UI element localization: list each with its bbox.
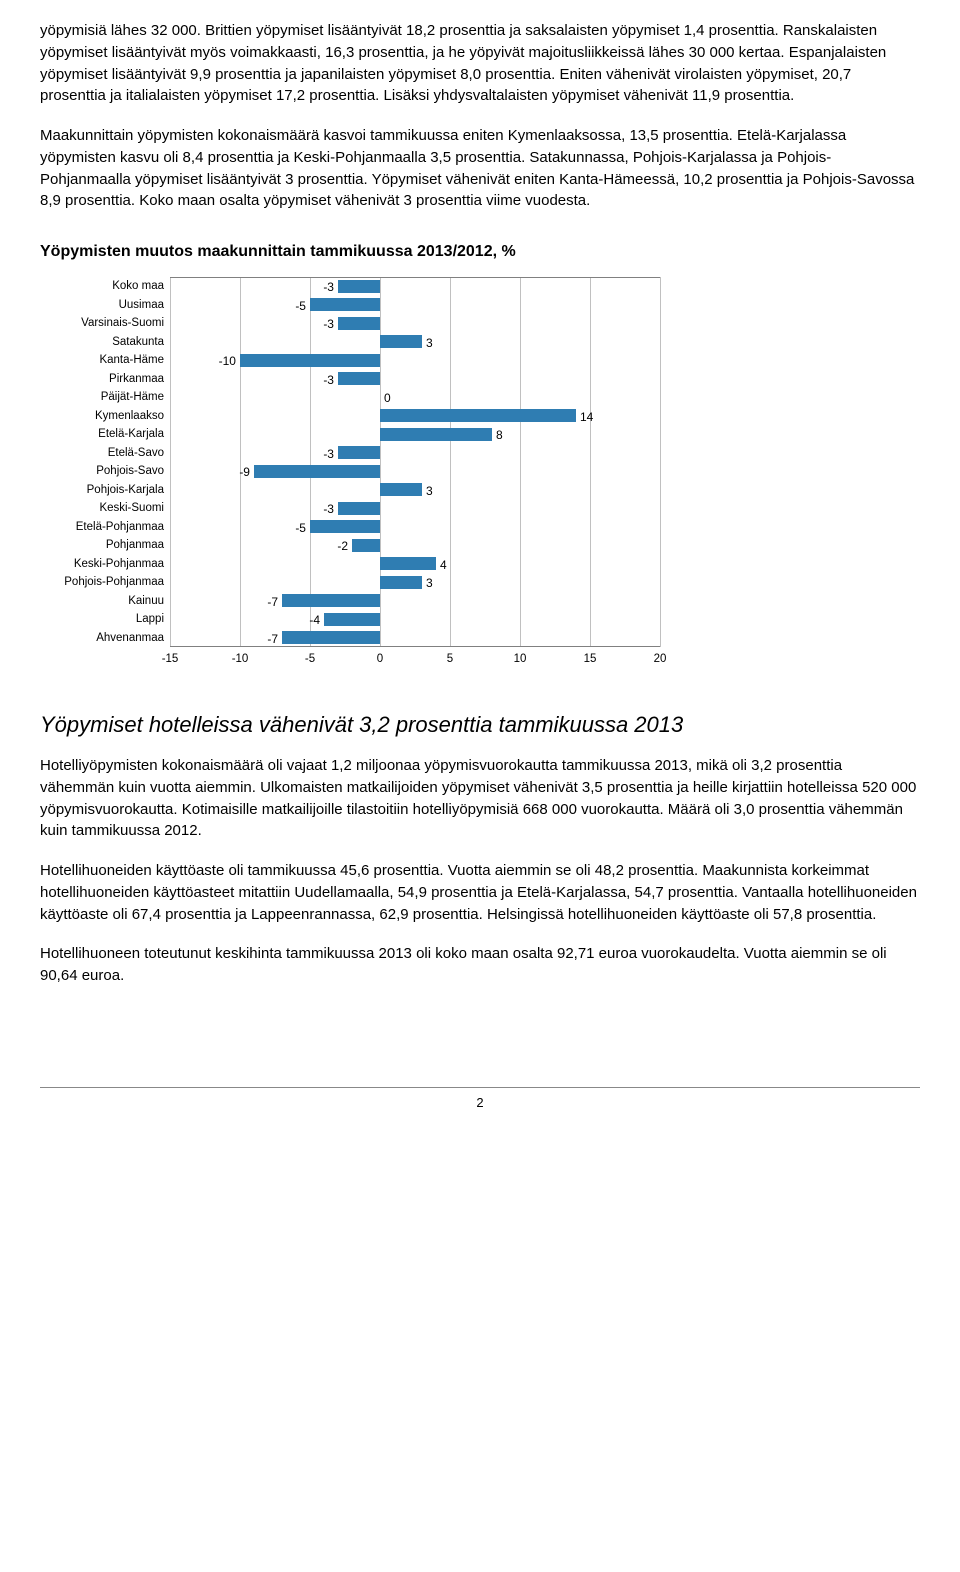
- chart-bar-value: -9: [239, 464, 250, 481]
- chart-category-label: Pohjois-Pohjanmaa: [40, 573, 170, 592]
- chart-bar: [338, 280, 380, 293]
- chart-bar-value: 0: [384, 390, 391, 407]
- chart-x-tick: -15: [162, 651, 179, 668]
- chart-category-label: Etelä-Karjala: [40, 425, 170, 444]
- paragraph-5: Hotellihuoneen toteutunut keskihinta tam…: [40, 943, 920, 987]
- chart-bar-value: -3: [323, 279, 334, 296]
- chart-x-axis: -15-10-505101520: [170, 649, 660, 669]
- chart-bar-value: 3: [426, 483, 433, 500]
- chart-bar-value: -10: [219, 353, 236, 370]
- chart-category-label: Keski-Pohjanmaa: [40, 555, 170, 574]
- chart-bar-value: 8: [496, 427, 503, 444]
- chart-category-label: Kymenlaakso: [40, 407, 170, 426]
- chart-category-label: Pohjanmaa: [40, 536, 170, 555]
- chart-category-label: Pohjois-Karjala: [40, 481, 170, 500]
- region-chart: Koko maaUusimaaVarsinais-SuomiSatakuntaK…: [40, 277, 660, 669]
- chart-bar-value: 4: [440, 557, 447, 574]
- chart-category-label: Pirkanmaa: [40, 370, 170, 389]
- chart-category-label: Etelä-Savo: [40, 444, 170, 463]
- chart-category-label: Kanta-Häme: [40, 351, 170, 370]
- chart-bar: [282, 631, 380, 644]
- chart-category-label: Etelä-Pohjanmaa: [40, 518, 170, 537]
- chart-bar: [380, 483, 422, 496]
- chart-x-tick: 10: [514, 651, 527, 668]
- chart-bar-value: -4: [309, 612, 320, 629]
- chart-category-label: Keski-Suomi: [40, 499, 170, 518]
- chart-category-label: Kainuu: [40, 592, 170, 611]
- section-heading-hotels: Yöpymiset hotelleissa vähenivät 3,2 pros…: [40, 709, 920, 741]
- chart-bar-value: -3: [323, 446, 334, 463]
- paragraph-1: yöpymisiä lähes 32 000. Brittien yöpymis…: [40, 20, 920, 107]
- chart-bar: [338, 502, 380, 515]
- chart-bar-value: 3: [426, 575, 433, 592]
- chart-bar: [380, 428, 492, 441]
- chart-bar-value: -2: [337, 538, 348, 555]
- chart-bar-value: 3: [426, 335, 433, 352]
- chart-category-label: Päijät-Häme: [40, 388, 170, 407]
- chart-bar-value: -5: [295, 520, 306, 537]
- chart-bar: [338, 317, 380, 330]
- page-number: 2: [40, 1087, 920, 1113]
- chart-bar-value: -3: [323, 372, 334, 389]
- chart-bar-value: 14: [580, 409, 593, 426]
- chart-x-tick: -10: [232, 651, 249, 668]
- chart-bar-value: -3: [323, 501, 334, 518]
- chart-category-label: Pohjois-Savo: [40, 462, 170, 481]
- chart-bar-value: -3: [323, 316, 334, 333]
- chart-category-label: Koko maa: [40, 277, 170, 296]
- chart-x-tick: 20: [654, 651, 667, 668]
- chart-x-tick: 5: [447, 651, 453, 668]
- chart-bar: [352, 539, 380, 552]
- chart-bar: [380, 557, 436, 570]
- chart-category-label: Varsinais-Suomi: [40, 314, 170, 333]
- chart-bar: [380, 576, 422, 589]
- paragraph-3: Hotelliyöpymisten kokonaismäärä oli vaja…: [40, 755, 920, 842]
- chart-bar: [380, 335, 422, 348]
- chart-bar: [324, 613, 380, 626]
- chart-bar: [254, 465, 380, 478]
- chart-bar: [338, 372, 380, 385]
- chart-bar: [310, 520, 380, 533]
- paragraph-4: Hotellihuoneiden käyttöaste oli tammikuu…: [40, 860, 920, 925]
- chart-bar: [240, 354, 380, 367]
- chart-plot-area: -3-5-33-10-30148-3-93-3-5-243-7-4-7: [170, 277, 660, 647]
- chart-category-label: Ahvenanmaa: [40, 629, 170, 648]
- chart-category-label: Uusimaa: [40, 296, 170, 315]
- chart-y-labels: Koko maaUusimaaVarsinais-SuomiSatakuntaK…: [40, 277, 170, 647]
- paragraph-2: Maakunnittain yöpymisten kokonaismäärä k…: [40, 125, 920, 212]
- chart-category-label: Lappi: [40, 610, 170, 629]
- chart-category-label: Satakunta: [40, 333, 170, 352]
- chart-bar-value: -5: [295, 298, 306, 315]
- chart-bar: [282, 594, 380, 607]
- chart-x-tick: 15: [584, 651, 597, 668]
- chart-bar: [380, 409, 576, 422]
- chart-bar-value: -7: [267, 631, 278, 648]
- chart-bar: [310, 298, 380, 311]
- chart-bar-value: -7: [267, 594, 278, 611]
- chart-x-tick: 0: [377, 651, 383, 668]
- chart-bar: [338, 446, 380, 459]
- chart-title: Yöpymisten muutos maakunnittain tammikuu…: [40, 240, 920, 263]
- chart-x-tick: -5: [305, 651, 315, 668]
